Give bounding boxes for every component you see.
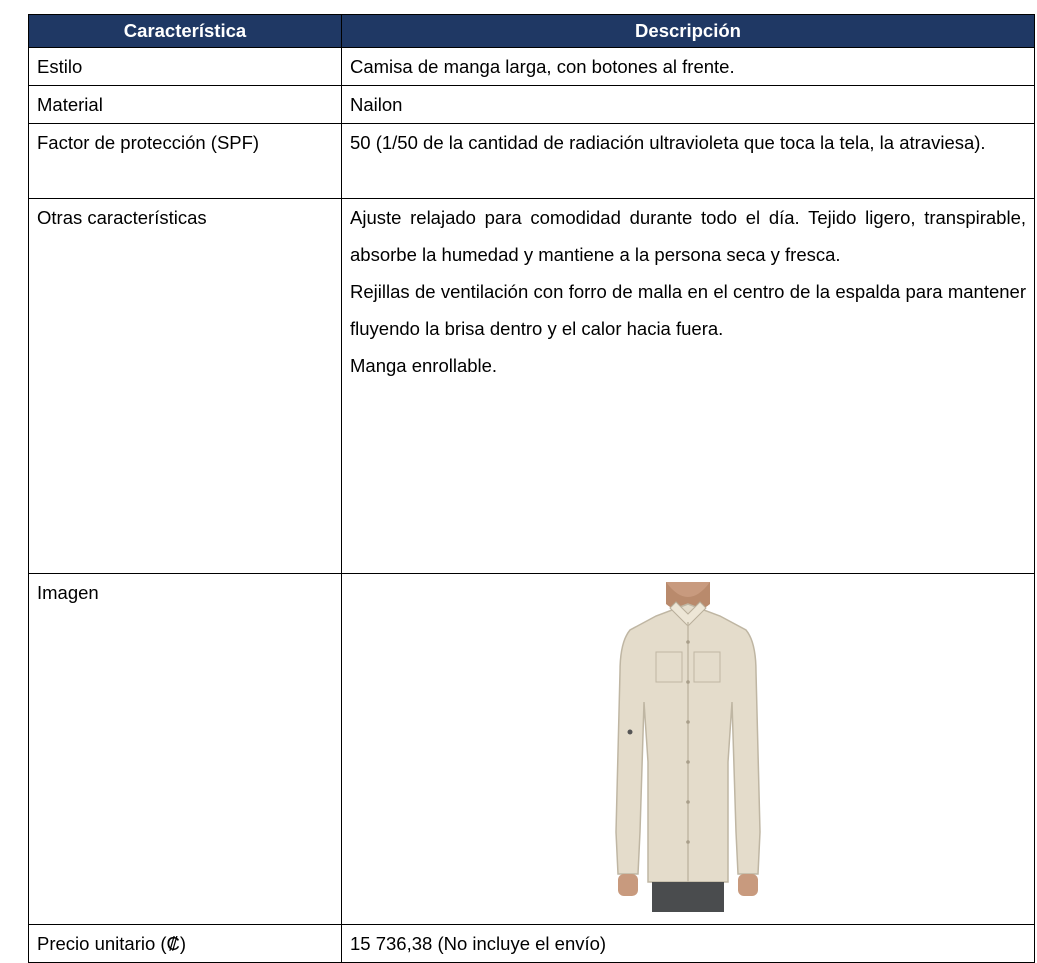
description-cell: Camisa de manga larga, con botones al fr…: [341, 47, 1035, 86]
feature-cell: Factor de protección (SPF): [28, 123, 342, 199]
shirt-image: [615, 582, 761, 912]
row: Imagen: [28, 573, 1035, 925]
feature-cell: Material: [28, 85, 342, 124]
description-cell: 15 736,38 (No incluye el envío): [341, 924, 1035, 963]
image-cell: [341, 573, 1035, 925]
paragraph: Nailon: [350, 94, 403, 115]
paragraph: 50 (1/50 de la cantidad de radiación ult…: [350, 132, 986, 153]
paragraph: Rejillas de ventilación con forro de mal…: [350, 281, 1026, 339]
page: Característica Descripción Estilo Camisa…: [28, 14, 1035, 963]
feature-cell: Imagen: [28, 573, 342, 925]
paragraph: Manga enrollable.: [350, 355, 498, 376]
feature-cell: Precio unitario (₡): [28, 924, 342, 963]
row: Estilo Camisa de manga larga, con botone…: [28, 47, 1035, 86]
paragraph: 15 736,38 (No incluye el envío): [350, 933, 607, 954]
row: Precio unitario (₡) 15 736,38 (No incluy…: [28, 924, 1035, 963]
header-cell: Característica: [28, 14, 342, 48]
row: Factor de protección (SPF) 50 (1/50 de l…: [28, 123, 1035, 199]
feature-cell: Otras características: [28, 198, 342, 574]
paragraph: Camisa de manga larga, con botones al fr…: [350, 56, 735, 77]
row: Material Nailon: [28, 85, 1035, 124]
description-cell: 50 (1/50 de la cantidad de radiación ult…: [341, 123, 1035, 199]
description-cell: Nailon: [341, 85, 1035, 124]
feature-cell: Estilo: [28, 47, 342, 86]
header-cell: Descripción: [341, 14, 1035, 48]
description-cell: Ajuste relajado para comodidad durante t…: [341, 198, 1035, 574]
row: Otras características Ajuste relajado pa…: [28, 198, 1035, 574]
paragraph: Factor de protección (SPF): [37, 132, 260, 153]
feature-table: Característica Descripción Estilo Camisa…: [28, 14, 1035, 963]
header-row: Característica Descripción: [28, 14, 1035, 48]
paragraph: Ajuste relajado para comodidad durante t…: [350, 207, 1026, 265]
